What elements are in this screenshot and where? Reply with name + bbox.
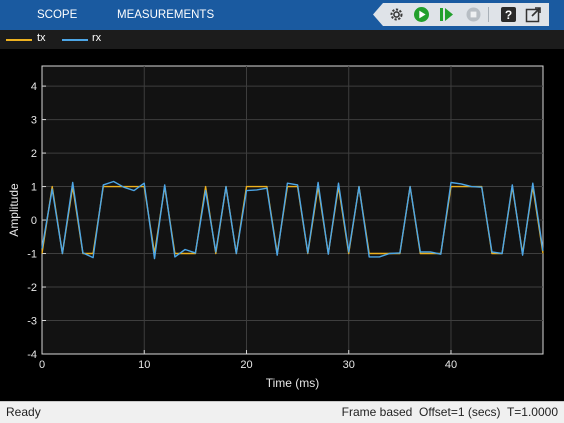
undock-icon[interactable]: [525, 6, 542, 23]
series-line-tx: [41, 185, 544, 255]
y-tick-label: 0: [31, 215, 37, 227]
run-icon[interactable]: [413, 6, 430, 23]
legend-label-tx[interactable]: tx: [37, 32, 46, 44]
x-tick-label: 0: [39, 359, 45, 371]
status-bar: Ready Frame based Offset=1 (secs) T=1.00…: [0, 401, 564, 423]
legend-label-rx[interactable]: rx: [92, 32, 102, 44]
legend: tx rx: [0, 30, 564, 49]
tab-measurements[interactable]: MEASUREMENTS: [117, 9, 215, 21]
y-tick-label: 4: [31, 81, 37, 93]
y-axis-label: Amplitude: [7, 183, 21, 237]
step-forward-icon[interactable]: [438, 6, 455, 23]
x-tick-label: 20: [240, 359, 252, 371]
y-tick-label: -2: [27, 282, 37, 294]
plot-frame: [41, 65, 544, 355]
x-axis-label: Time (ms): [266, 376, 320, 390]
line-chart[interactable]: 0 10 20 30 40 -4 -3 -2 -1 0 1 2 3 4 Time (ms) Amplitude: [0, 49, 564, 401]
toolbar: SCOPE MEASUREMENTS ?: [0, 0, 564, 30]
y-tick-label: 3: [31, 115, 37, 127]
simulation-controls: ?: [373, 3, 549, 26]
status-info: Frame based Offset=1 (secs) T=1.0000: [341, 405, 558, 419]
toolbar-separator: [488, 7, 489, 22]
y-tick-label: 1: [31, 182, 37, 194]
series-line-rx: [41, 180, 544, 260]
svg-text:?: ?: [505, 8, 512, 22]
x-tick-label: 40: [445, 359, 457, 371]
y-tick-label: -4: [27, 349, 37, 361]
legend-swatch-rx: [62, 39, 88, 41]
y-tick-label: -3: [27, 316, 37, 328]
settings-icon[interactable]: [388, 6, 405, 23]
x-tick-label: 30: [343, 359, 355, 371]
tab-scope[interactable]: SCOPE: [37, 9, 78, 21]
status-text: Ready: [6, 405, 41, 419]
y-tick-label: 2: [31, 148, 37, 160]
help-icon[interactable]: ?: [500, 6, 517, 23]
legend-swatch-tx: [6, 39, 32, 41]
x-tick-label: 10: [138, 359, 150, 371]
plot-area: 0 10 20 30 40 -4 -3 -2 -1 0 1 2 3 4 Time (ms) Amplitude: [0, 49, 564, 401]
y-tick-label: -1: [27, 249, 37, 261]
stop-icon[interactable]: [465, 6, 482, 23]
